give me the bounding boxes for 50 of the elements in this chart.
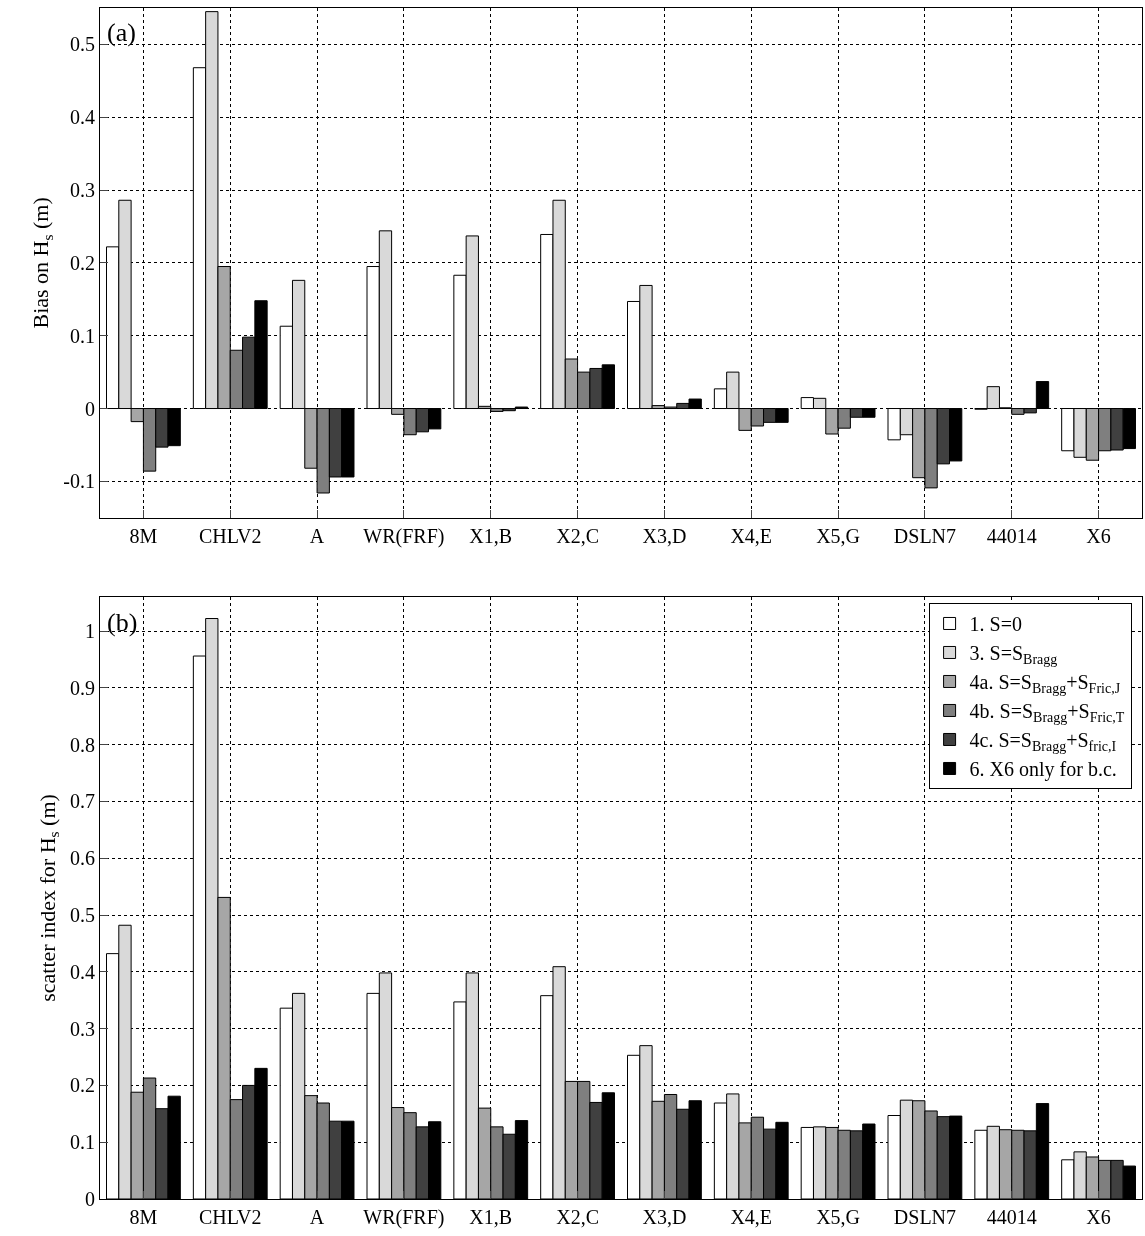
x-tick-label: WR(FRF) <box>363 1206 445 1229</box>
y-tick-label: 0.4 <box>70 106 95 129</box>
x-tick-label: DSLN7 <box>893 1206 957 1228</box>
y-tick-label: 1 <box>85 620 95 643</box>
y-tick-label: 0.4 <box>70 960 95 983</box>
legend-label: 6. X6 only for b.c. <box>969 758 1117 782</box>
legend-label: 4c. S=S$_{Bragg}$+S$_{fric,I}$ <box>969 729 1117 755</box>
x-tick-label: X6 <box>1086 1206 1111 1228</box>
x-tick-label: 8M <box>129 524 158 547</box>
annotation: (b) <box>107 608 138 637</box>
y-tick-label: 0.5 <box>70 904 95 927</box>
y-tick-label: 0.2 <box>70 1074 95 1097</box>
x-tick-label: A <box>309 524 325 547</box>
legend-label: 3. S=S$_{Bragg}$ <box>969 642 1058 668</box>
x-tick-label: CHLV2 <box>198 1206 262 1228</box>
y-tick-label: 0.3 <box>70 179 95 202</box>
y-tick-label: 0.7 <box>70 790 95 813</box>
x-tick-label: 44014 <box>986 1206 1037 1228</box>
y-tick-label: 0.5 <box>70 33 95 56</box>
y-tick-label: 0.1 <box>70 324 95 347</box>
x-tick-label: CHLV2 <box>198 524 262 547</box>
y-tick-label: 0.1 <box>70 1131 95 1154</box>
y-tick-label: 0.3 <box>70 1017 95 1040</box>
x-tick-label: X5,G <box>816 1206 861 1228</box>
legend-label: 1. S=0 <box>969 613 1022 636</box>
x-tick-label: A <box>309 1206 325 1228</box>
y-tick-label: 0.2 <box>70 251 95 274</box>
y-tick-label: 0.8 <box>70 733 95 756</box>
x-tick-label: 8M <box>129 1206 158 1228</box>
x-tick-label: X1,B <box>469 524 513 547</box>
x-tick-label: X6 <box>1086 524 1111 547</box>
y-tick-label: 0.9 <box>70 676 95 699</box>
y-tick-label: 0 <box>85 397 95 420</box>
y-tick-label: 0.6 <box>70 847 95 870</box>
legend-label: 4b. S=S$_{Bragg}$+S$_{Fric,T}$ <box>969 700 1125 726</box>
annotation: (a) <box>107 18 136 47</box>
x-tick-label: X3,D <box>642 1206 687 1228</box>
x-tick-label: X3,D <box>642 524 687 547</box>
x-tick-label: X2,C <box>556 524 599 547</box>
x-tick-label: X1,B <box>469 1206 513 1228</box>
x-tick-label: X4,E <box>730 524 773 547</box>
x-tick-label: WR(FRF) <box>363 524 445 548</box>
x-tick-label: X5,G <box>816 524 861 547</box>
x-tick-label: X4,E <box>730 1206 773 1228</box>
legend-label: 4a. S=S$_{Bragg}$+S$_{Fric,J}$ <box>969 671 1121 697</box>
x-tick-label: DSLN7 <box>893 524 957 547</box>
y-tick-label: -0.1 <box>63 470 95 493</box>
x-tick-label: X2,C <box>556 1206 599 1228</box>
x-tick-label: 44014 <box>986 524 1037 547</box>
y-tick-label: 0 <box>85 1188 95 1210</box>
